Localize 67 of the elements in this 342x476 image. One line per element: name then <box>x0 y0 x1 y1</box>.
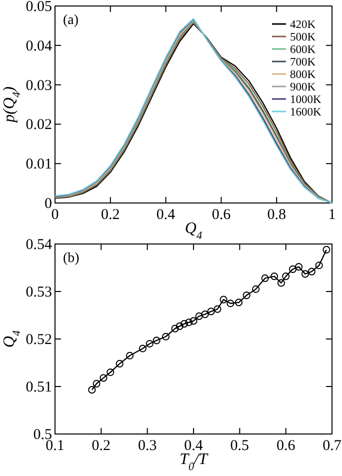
point <box>180 320 188 328</box>
point <box>176 322 184 330</box>
point <box>207 308 215 316</box>
point <box>100 374 108 382</box>
x-tick-label: 0.2 <box>101 207 120 223</box>
legend-label: 600K <box>290 44 316 56</box>
x-axis-title: T$_{0}$/T <box>180 451 209 473</box>
x-tick-label: 0.7 <box>322 438 342 454</box>
point <box>322 246 330 254</box>
point <box>126 352 134 360</box>
legend-label: 1000K <box>290 94 322 106</box>
point <box>185 318 193 326</box>
x-tick-label: 0.5 <box>230 438 250 454</box>
point <box>261 274 269 282</box>
point <box>315 262 323 270</box>
point <box>195 312 203 320</box>
point <box>214 305 222 313</box>
legend-label: 700K <box>290 56 316 68</box>
point <box>138 344 147 352</box>
point <box>282 272 290 280</box>
x-tick-label: 0.4 <box>156 207 176 223</box>
y-tick-label: 0.05 <box>26 0 52 15</box>
x-tick-label: 0.2 <box>92 438 111 454</box>
y-tick-label: 0.52 <box>26 332 52 348</box>
y-tick-label: 0.02 <box>26 117 52 134</box>
x-tick-label: 0.6 <box>276 438 296 454</box>
legend-label: 1600K <box>290 106 322 118</box>
x-tick-label: 1 <box>328 207 336 223</box>
legend-label: 800K <box>290 69 316 81</box>
annotation: (a) <box>63 13 79 28</box>
point <box>226 300 234 308</box>
point <box>92 380 100 388</box>
annotation: (b) <box>63 251 80 266</box>
point <box>234 298 243 306</box>
y-tick-label: 0.03 <box>26 78 52 94</box>
legend-label: 500K <box>290 32 316 44</box>
y-tick-label: 0.01 <box>26 156 52 173</box>
point <box>252 285 260 293</box>
point <box>190 317 198 325</box>
point <box>294 263 303 271</box>
y-tick-label: 0.54 <box>26 237 52 253</box>
point <box>116 360 124 368</box>
x-tick-label: 0.6 <box>212 207 232 223</box>
point <box>162 332 170 340</box>
point <box>171 324 179 332</box>
point <box>106 368 114 376</box>
x-tick-label: 0.4 <box>184 438 204 454</box>
x-tick-label: 0.8 <box>267 207 286 223</box>
y-tick-label: 0.04 <box>26 38 52 54</box>
point <box>288 265 297 273</box>
point <box>220 296 228 304</box>
point <box>242 292 250 300</box>
y-tick-label: 0.53 <box>26 284 52 300</box>
x-axis-title: Q$_{4}$ <box>184 220 202 242</box>
point <box>277 279 286 287</box>
y-tick-label: 0 <box>44 196 52 212</box>
legend-label: 420K <box>290 19 316 31</box>
x-tick-label: 0.3 <box>138 438 157 454</box>
point <box>301 270 310 278</box>
point <box>201 310 209 318</box>
point <box>270 272 278 280</box>
y-tick-label: 0.51 <box>26 380 52 396</box>
point <box>152 336 160 344</box>
legend-label: 900K <box>290 82 316 94</box>
point <box>88 386 96 394</box>
point <box>308 268 316 276</box>
point <box>146 340 154 348</box>
